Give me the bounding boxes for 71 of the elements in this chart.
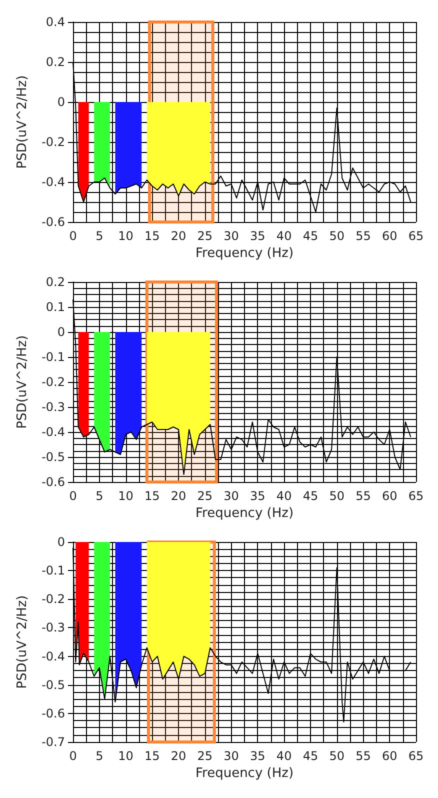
- y-tick-label: -0.5: [42, 678, 65, 692]
- y-tick-label: 0: [57, 325, 65, 339]
- x-tick-label: 10: [118, 229, 134, 243]
- x-tick-label: 60: [382, 749, 398, 763]
- y-tick-label: -0.1: [42, 564, 65, 578]
- y-tick-label: -0.6: [42, 706, 65, 720]
- x-tick-label: 5: [96, 749, 104, 763]
- y-axis-title: PSD(uV^2/Hz): [15, 595, 30, 689]
- y-tick-label: 0.4: [46, 15, 65, 29]
- x-tick-label: 40: [276, 489, 292, 503]
- y-tick-label: -0.7: [42, 735, 65, 749]
- x-tick-label: 20: [170, 229, 186, 243]
- x-tick-label: 65: [408, 229, 424, 243]
- y-tick-label: 0.2: [46, 55, 65, 69]
- x-tick-label: 65: [408, 749, 424, 763]
- y-tick-label: -0.4: [42, 649, 65, 664]
- y-tick-label: -0.4: [42, 175, 65, 189]
- x-tick-label: 0: [69, 489, 77, 503]
- y-tick-label: -0.2: [42, 135, 65, 149]
- y-tick-label: 0: [57, 535, 65, 549]
- x-tick-label: 45: [302, 749, 318, 763]
- y-tick-label: -0.5: [42, 450, 65, 464]
- x-tick-label: 0: [69, 749, 77, 763]
- x-tick-label: 0: [69, 229, 77, 243]
- x-tick-label: 50: [329, 229, 344, 243]
- x-tick-label: 35: [250, 489, 266, 503]
- y-tick-label: -0.3: [42, 620, 65, 635]
- x-tick-label: 25: [197, 749, 213, 763]
- x-tick-label: 10: [118, 749, 134, 763]
- x-tick-label: 65: [408, 489, 424, 503]
- x-tick-label: 50: [329, 749, 344, 763]
- x-tick-label: 30: [224, 489, 239, 503]
- x-tick-label: 35: [250, 229, 266, 243]
- x-tick-label: 55: [356, 749, 371, 763]
- x-tick-label: 60: [382, 229, 398, 243]
- x-tick-label: 50: [329, 489, 344, 503]
- y-tick-label: 0.2: [46, 275, 65, 289]
- x-tick-label: 30: [224, 229, 239, 243]
- x-axis-title: Frequency (Hz): [195, 766, 294, 781]
- x-axis-title: Frequency (Hz): [195, 246, 294, 261]
- y-tick-label: -0.2: [42, 592, 65, 606]
- x-tick-label: 25: [197, 489, 213, 503]
- x-tick-label: 15: [144, 229, 160, 243]
- x-tick-label: 15: [144, 749, 160, 763]
- x-tick-label: 35: [250, 749, 266, 763]
- y-axis-title: PSD(uV^2/Hz): [15, 75, 30, 169]
- y-tick-label: -0.4: [42, 425, 65, 439]
- y-axis-title: PSD(uV^2/Hz): [15, 335, 30, 429]
- x-tick-label: 45: [302, 489, 318, 503]
- x-tick-label: 20: [170, 489, 186, 503]
- y-tick-label: -0.2: [42, 375, 65, 389]
- x-tick-label: 40: [276, 229, 292, 243]
- x-axis-title: Frequency (Hz): [195, 506, 294, 521]
- y-tick-label: -0.6: [42, 475, 65, 489]
- y-tick-label: 0: [57, 95, 65, 109]
- x-tick-label: 45: [302, 229, 318, 243]
- x-tick-label: 10: [118, 489, 134, 503]
- x-tick-label: 20: [170, 749, 186, 763]
- y-tick-label: 0.1: [46, 300, 65, 314]
- y-tick-label: -0.6: [42, 215, 65, 229]
- y-tick-label: -0.1: [42, 350, 65, 364]
- x-tick-label: 30: [224, 749, 239, 763]
- y-tick-label: -0.3: [42, 400, 65, 414]
- x-tick-label: 60: [382, 489, 398, 503]
- x-tick-label: 40: [276, 749, 292, 763]
- x-tick-label: 15: [144, 489, 160, 503]
- x-tick-label: 5: [96, 229, 104, 243]
- x-tick-label: 5: [96, 489, 104, 503]
- x-tick-label: 25: [197, 229, 213, 243]
- x-tick-label: 55: [356, 229, 371, 243]
- x-tick-label: 55: [356, 489, 371, 503]
